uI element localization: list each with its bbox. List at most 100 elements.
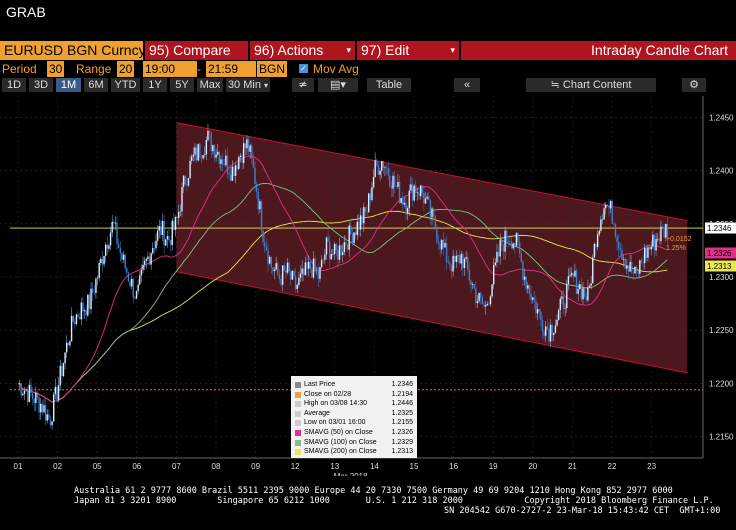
edit-button[interactable]: 97) Edit ▾ (357, 41, 459, 60)
candle-body (416, 192, 419, 194)
candle-body (531, 297, 534, 300)
x-tick-label: 09 (251, 462, 260, 471)
candle-body (119, 247, 121, 254)
actions-label: 96) Actions (254, 42, 324, 58)
period-label: Period (2, 62, 37, 76)
candle-body (588, 285, 591, 288)
candle-body (393, 175, 396, 186)
actions-button[interactable]: 96) Actions ▾ (250, 41, 355, 60)
candle-body (506, 230, 508, 242)
range-bar: 1D 3D 1M 6M YTD 1Y 5Y Max 30 Min ▾ ≄ ▤▾ Table «… (0, 77, 736, 93)
table-button[interactable]: Table (367, 78, 411, 92)
range-button-1d[interactable]: 1D (2, 78, 26, 92)
candle-body (546, 326, 548, 330)
range-button-3d[interactable]: 3D (29, 78, 53, 92)
candle-body (78, 317, 81, 320)
candle-body (480, 292, 482, 298)
source-input[interactable]: BGN (257, 61, 288, 77)
x-tick-label: 22 (608, 462, 617, 471)
range-button-ytd[interactable]: YTD (111, 78, 140, 92)
range-input[interactable]: 20 (117, 61, 135, 77)
candle-body (106, 244, 108, 249)
candle-body (572, 273, 574, 277)
candle-body (212, 145, 214, 152)
candle-body (536, 309, 539, 314)
channel-lower-line (176, 271, 688, 374)
candle-body (488, 303, 490, 305)
interval-select[interactable]: 30 Min ▾ (226, 78, 270, 92)
candle-body (202, 155, 204, 159)
legend-swatch (295, 420, 301, 427)
candle-body (109, 232, 112, 246)
chart-content-button[interactable]: ≒ Chart Content (526, 78, 656, 92)
candle-body (470, 280, 472, 286)
candle-body (147, 256, 149, 259)
legend-entry: SMAVG (200) on Close 1.2313 (291, 447, 417, 456)
candle-body (215, 154, 217, 158)
gear-icon[interactable]: ⚙ (682, 78, 706, 92)
legend-value: 1.2329 (391, 438, 413, 446)
candle-body (221, 159, 224, 165)
candle-body (309, 261, 311, 269)
candle-body (294, 276, 297, 290)
candle-body (134, 297, 136, 299)
candle-body (403, 202, 406, 205)
candle-body (273, 269, 276, 272)
candle-body (275, 263, 277, 270)
candle-body (126, 268, 128, 273)
candle-body (179, 211, 182, 212)
candle-body (218, 151, 221, 164)
candle-body (645, 247, 648, 258)
x-tick-label: 07 (172, 462, 181, 471)
candle-body (460, 254, 462, 264)
range-button-max[interactable]: Max (197, 78, 223, 92)
y-tick-label: 1.2450 (709, 113, 734, 122)
candle-body (411, 184, 414, 201)
candle-body (398, 181, 401, 203)
candle-body (366, 212, 368, 213)
mov-avg-label: Mov Avg (313, 62, 359, 76)
chart-type-icon[interactable]: ▤▾ (318, 78, 358, 92)
checkbox-icon[interactable]: ✓ (299, 64, 308, 73)
range-button-1y[interactable]: 1Y (143, 78, 167, 92)
candle-body (603, 208, 605, 220)
line-chart-icon[interactable]: ≄ (292, 78, 314, 92)
candle-body (242, 143, 245, 163)
candle-body (262, 230, 264, 243)
candle-body (372, 176, 375, 188)
candle-body (413, 185, 415, 201)
range-label: Range (76, 62, 112, 76)
compare-button[interactable]: 95) Compare (145, 41, 248, 60)
candle-body (145, 258, 147, 261)
range-button-6m[interactable]: 6M (84, 78, 108, 92)
candle-body (348, 225, 350, 250)
candle-body (395, 185, 397, 187)
legend-entry: High on 03/08 14:30 1.2446 (291, 399, 417, 408)
range-button-1m[interactable]: 1M (56, 78, 81, 92)
candle-body (622, 258, 625, 260)
period-input[interactable]: 30 (47, 61, 65, 77)
candle-body (314, 258, 316, 271)
security-field[interactable]: EURUSD BGN Curncy (0, 41, 146, 60)
chart-title: Intraday Candle Chart (461, 41, 736, 60)
candle-body (173, 220, 175, 230)
candle-body (658, 238, 661, 242)
candle-body (385, 167, 388, 169)
candle-body (437, 241, 440, 244)
legend-value: 1.2326 (391, 429, 413, 436)
x-tick-label: 05 (93, 462, 102, 471)
collapse-left-icon[interactable]: « (454, 78, 480, 92)
candle-body (124, 254, 126, 269)
candle-body (637, 270, 639, 274)
sma-100-line (17, 182, 668, 403)
candle-body (220, 159, 222, 164)
candle-body (415, 185, 417, 193)
candle-body (74, 321, 76, 324)
price-tag-label: 1.2346 (707, 224, 732, 233)
range-button-5y[interactable]: 5Y (170, 78, 194, 92)
time-to-input[interactable]: 21:59 (206, 61, 256, 77)
candle-body (631, 261, 633, 273)
candle-body (520, 253, 523, 262)
candle-body (663, 227, 665, 238)
time-from-input[interactable]: 19:00 (143, 61, 197, 77)
